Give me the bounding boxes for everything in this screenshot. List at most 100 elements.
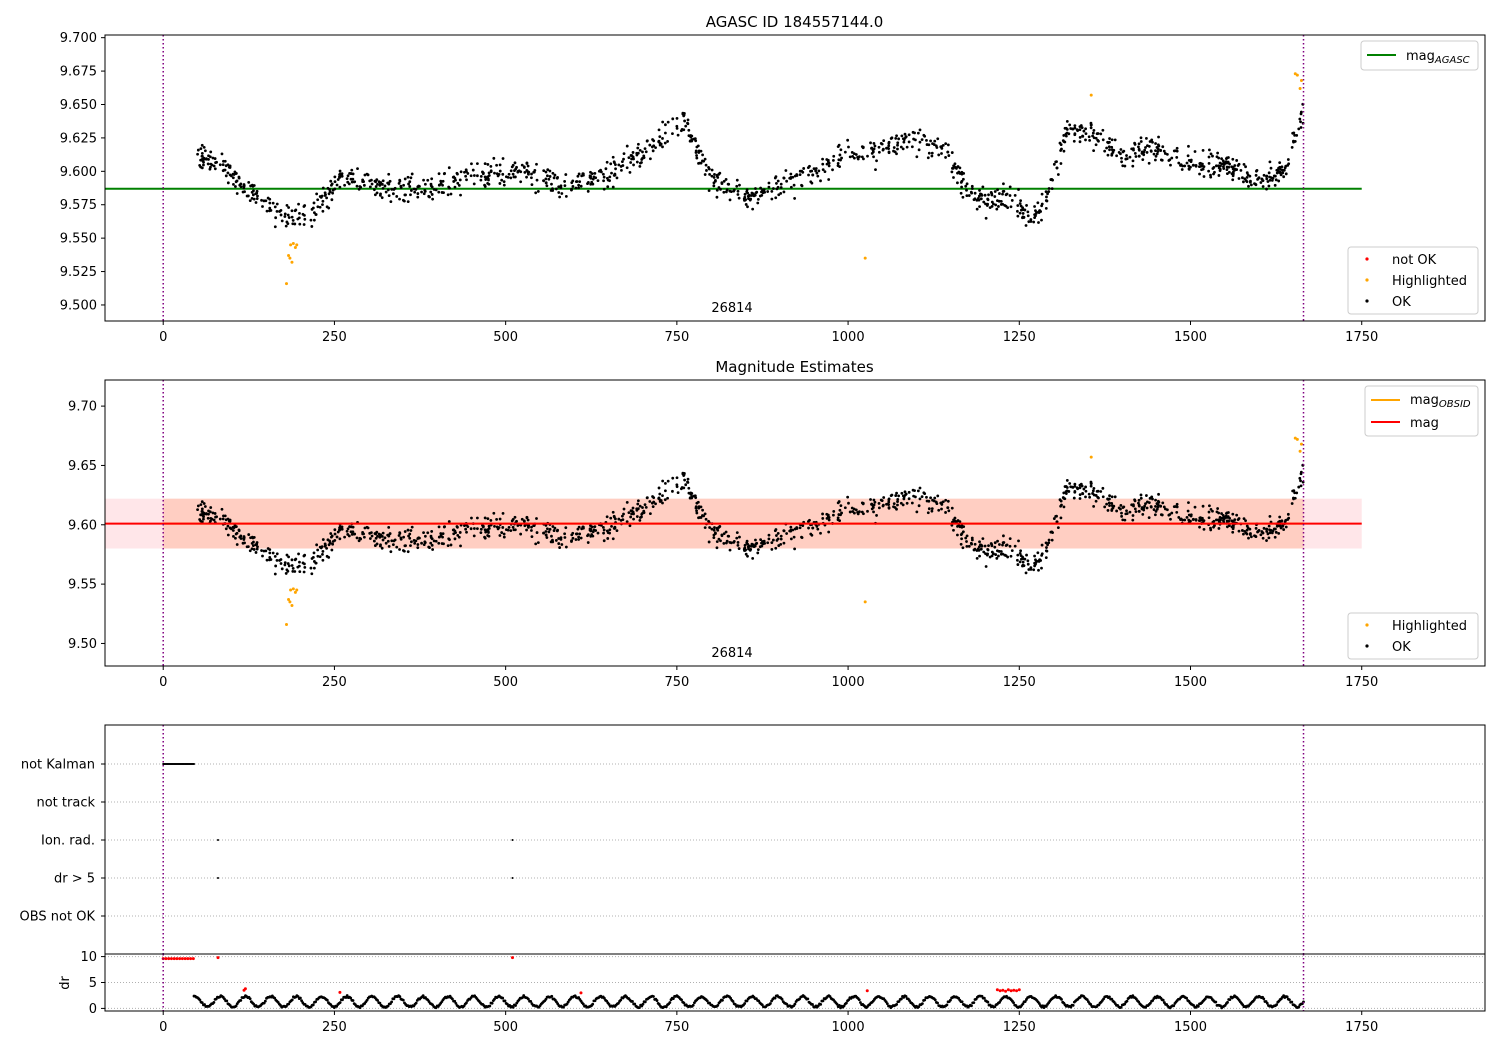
ok-point [605, 515, 609, 519]
ok-point [602, 539, 606, 543]
ok-point [331, 191, 335, 195]
ok-point [449, 192, 453, 196]
ok-point [635, 515, 639, 518]
ok-point [203, 149, 207, 153]
ok-point [851, 154, 855, 158]
ok-point [403, 530, 407, 533]
ok-point [271, 201, 275, 205]
ok-point [869, 141, 872, 145]
ok-point [827, 178, 831, 181]
ok-point [1220, 157, 1223, 161]
ok-point [1073, 489, 1077, 493]
dr-point [923, 998, 927, 1002]
ok-point [200, 158, 204, 162]
ok-point [242, 186, 246, 190]
ok-point [717, 537, 721, 541]
ok-point [1290, 145, 1294, 149]
ok-point [1137, 504, 1141, 508]
ok-point [1001, 190, 1005, 193]
ok-point [440, 542, 444, 545]
ok-point [715, 540, 719, 543]
ok-point [1017, 188, 1020, 191]
ok-point [952, 164, 956, 168]
dr-point [514, 1004, 517, 1007]
flag-point [511, 877, 514, 879]
ok-point [995, 207, 999, 211]
ok-point [1209, 175, 1213, 179]
ok-point [774, 528, 778, 531]
ok-point [1137, 145, 1140, 149]
ok-point [1056, 173, 1060, 176]
ok-point [807, 526, 810, 530]
ok-point [925, 499, 929, 503]
ok-point [1230, 165, 1234, 169]
ok-point [577, 535, 581, 539]
ok-point [273, 205, 277, 209]
dr-flagged-point [183, 957, 187, 961]
ok-point [416, 543, 420, 546]
ok-point [578, 532, 582, 536]
ok-point [516, 524, 520, 527]
ok-point [896, 503, 899, 507]
agasc-plot-area: 0 250 500 750 1000 1250 1500 17509.5009.5259.55… [60, 31, 1378, 345]
ok-point [1226, 515, 1230, 518]
ok-point [1261, 179, 1265, 183]
legend-not-ok-marker [1365, 257, 1369, 261]
ok-point [321, 186, 325, 190]
ok-point [1033, 554, 1036, 558]
ok-point [224, 518, 228, 522]
ok-point [535, 162, 538, 166]
ok-point [420, 541, 423, 545]
ok-point [1010, 199, 1014, 202]
ok-point [823, 170, 827, 174]
ok-point [373, 179, 377, 183]
ok-point [591, 534, 595, 538]
ok-point [636, 142, 640, 146]
ok-point [196, 148, 200, 152]
ok-point [1013, 193, 1017, 197]
ok-point [410, 540, 413, 544]
ok-point [1299, 484, 1303, 488]
agasc-ytick-label: 9.650 [60, 98, 97, 113]
ok-point [1139, 493, 1143, 497]
ok-point [756, 551, 760, 555]
ok-point [237, 176, 241, 180]
ok-point [886, 146, 890, 150]
ok-point [1230, 519, 1234, 523]
ok-point [252, 535, 256, 539]
ok-point [530, 172, 533, 176]
ok-point [470, 516, 473, 520]
ok-point [1175, 511, 1179, 514]
ok-point [370, 531, 373, 535]
ok-point [207, 512, 210, 516]
ok-point [802, 167, 806, 170]
ok-point [377, 532, 381, 536]
ok-point [1157, 135, 1160, 139]
ok-point [1120, 511, 1123, 515]
dr-point [835, 1002, 839, 1006]
ok-point [266, 196, 270, 200]
ok-point [403, 544, 407, 548]
ok-point [402, 549, 406, 553]
ok-point [507, 172, 511, 176]
ok-point [577, 183, 581, 187]
dr-point [982, 996, 986, 1000]
ok-point [235, 531, 239, 535]
ok-point [1198, 525, 1201, 529]
ok-point [408, 185, 412, 188]
ok-point [1064, 134, 1068, 138]
ok-point [1293, 491, 1297, 495]
ok-point [1157, 492, 1160, 496]
dr-point [972, 1001, 976, 1005]
magnitude-panel: Magnitude Estimates 0 250 500 750 1000 1250 15… [68, 358, 1486, 690]
dr-point [398, 995, 402, 998]
ok-point [1212, 165, 1216, 169]
ok-point [735, 178, 739, 182]
ok-point [993, 541, 997, 545]
ok-point [838, 508, 842, 512]
ok-point [397, 182, 401, 185]
ok-point [570, 187, 574, 191]
ok-point [724, 178, 728, 181]
ok-point [483, 162, 487, 166]
